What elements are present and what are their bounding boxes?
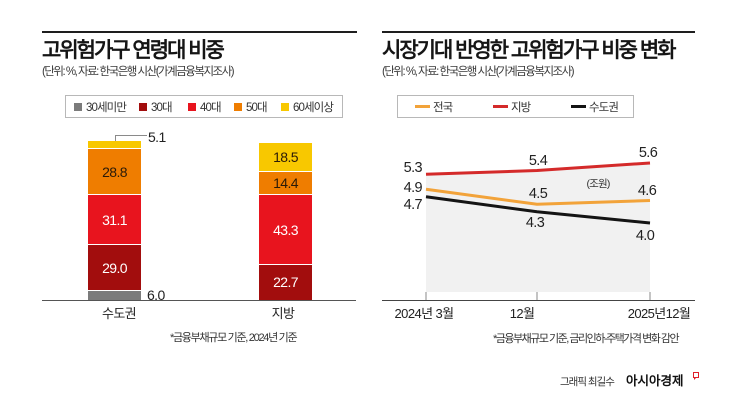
legend-line-swatch: [415, 105, 430, 108]
line-value-label: 5.4: [528, 152, 548, 169]
line-value-label: 4.0: [635, 228, 655, 244]
legend-item-60plus: 60세이상: [281, 96, 334, 117]
line-legend: 전국 지방 수도권: [397, 95, 634, 118]
left-chart-subtitle: (단위: %, 자료: 한국은행 시산(가계금융복지조사): [42, 66, 235, 78]
label-leader-line: [115, 135, 147, 141]
bar-value-label: 28.8: [102, 163, 127, 180]
right-title-rule: [382, 31, 695, 33]
legend-label: 30대: [151, 101, 173, 114]
x-tick-label: 12월: [509, 306, 535, 321]
bar-segment: [88, 141, 141, 149]
category-label-capital: 수도권: [101, 306, 137, 321]
bar-legend: 30세미만 30대 40대 50대 60세이상: [65, 95, 343, 118]
bar-segment: [259, 195, 312, 264]
legend-swatch: [234, 102, 242, 111]
bar-segment: [88, 291, 141, 300]
legend-line-swatch: [571, 105, 586, 108]
right-footnote: *금융부채규모 기준, 금리인하-주택가격 변화 감안: [493, 333, 680, 345]
bar-x-axis: [42, 300, 356, 301]
unit-annotation: (조원): [586, 178, 610, 190]
bar-value-label: 29.0: [102, 259, 127, 276]
bar-value-label: 5.1: [148, 129, 166, 145]
line-value-label: 4.3: [525, 214, 545, 231]
legend-item-under30: 30세미만: [74, 96, 127, 117]
bar-segment: [259, 172, 312, 195]
legend-label: 40대: [200, 101, 222, 114]
legend-item-regional: 지방: [493, 96, 531, 117]
right-chart-title: 시장기대 반영한 고위험가구 비중 변화: [382, 39, 676, 62]
bar-segment: [88, 195, 141, 244]
publisher-logo-text: 아시아경제: [626, 374, 684, 388]
bar-value-label: 43.3: [273, 221, 298, 238]
bar-value-label: 18.5: [273, 149, 298, 166]
legend-item-national: 전국: [415, 96, 453, 117]
left-chart-title: 고위험가구 연령대 비중: [42, 39, 225, 62]
line-value-label: 5.3: [403, 160, 423, 177]
bar-value-label: 6.0: [147, 287, 165, 304]
bar-segment: [88, 245, 141, 291]
bar-segment: [259, 142, 312, 172]
x-tick-label: 2025년12월: [627, 306, 691, 321]
right-chart-subtitle: (단위: %, 자료: 한국은행 시산(가계금융복지조사): [382, 66, 575, 78]
line-value-label: 4.9: [403, 180, 423, 197]
legend-swatch: [74, 102, 82, 111]
legend-item-30s: 30대: [139, 96, 173, 117]
x-tick-label: 2024년 3월: [394, 306, 454, 321]
legend-line-swatch: [493, 105, 508, 108]
line-value-label: 4.5: [528, 186, 548, 203]
legend-swatch: [188, 102, 196, 111]
bar-value-label: 22.7: [273, 274, 298, 291]
line-value-label: 4.6: [637, 182, 657, 199]
line-x-axis: [382, 300, 695, 301]
legend-item-40s: 40대: [188, 96, 222, 117]
legend-item-capital: 수도권: [571, 96, 619, 117]
shaded-area: [426, 163, 650, 292]
legend-label: 수도권: [589, 101, 619, 114]
legend-label: 50대: [246, 101, 268, 114]
legend-label: 전국: [433, 101, 453, 114]
graphic-credit: 그래픽 최길수: [560, 376, 615, 388]
bar-segment: [88, 149, 141, 195]
category-label-regional: 지방: [271, 306, 295, 321]
legend-label: 지방: [511, 101, 531, 114]
legend-swatch: [139, 102, 147, 111]
left-footnote: *금융부채규모 기준, 2024년 기준: [170, 332, 298, 344]
left-title-rule: [42, 31, 357, 33]
line-value-label: 5.6: [638, 145, 658, 161]
legend-item-50s: 50대: [234, 96, 268, 117]
bar-value-label: 31.1: [102, 211, 127, 228]
publisher-logo-icon: [693, 372, 699, 380]
bar-value-label: 14.4: [273, 175, 298, 192]
line-value-label: 4.7: [403, 196, 423, 213]
legend-label: 30세미만: [86, 101, 127, 114]
legend-swatch: [281, 102, 289, 111]
bar-segment: [259, 264, 312, 300]
legend-label: 60세이상: [293, 101, 334, 114]
